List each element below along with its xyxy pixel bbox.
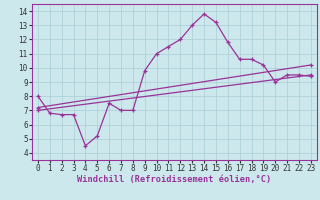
X-axis label: Windchill (Refroidissement éolien,°C): Windchill (Refroidissement éolien,°C) — [77, 175, 272, 184]
